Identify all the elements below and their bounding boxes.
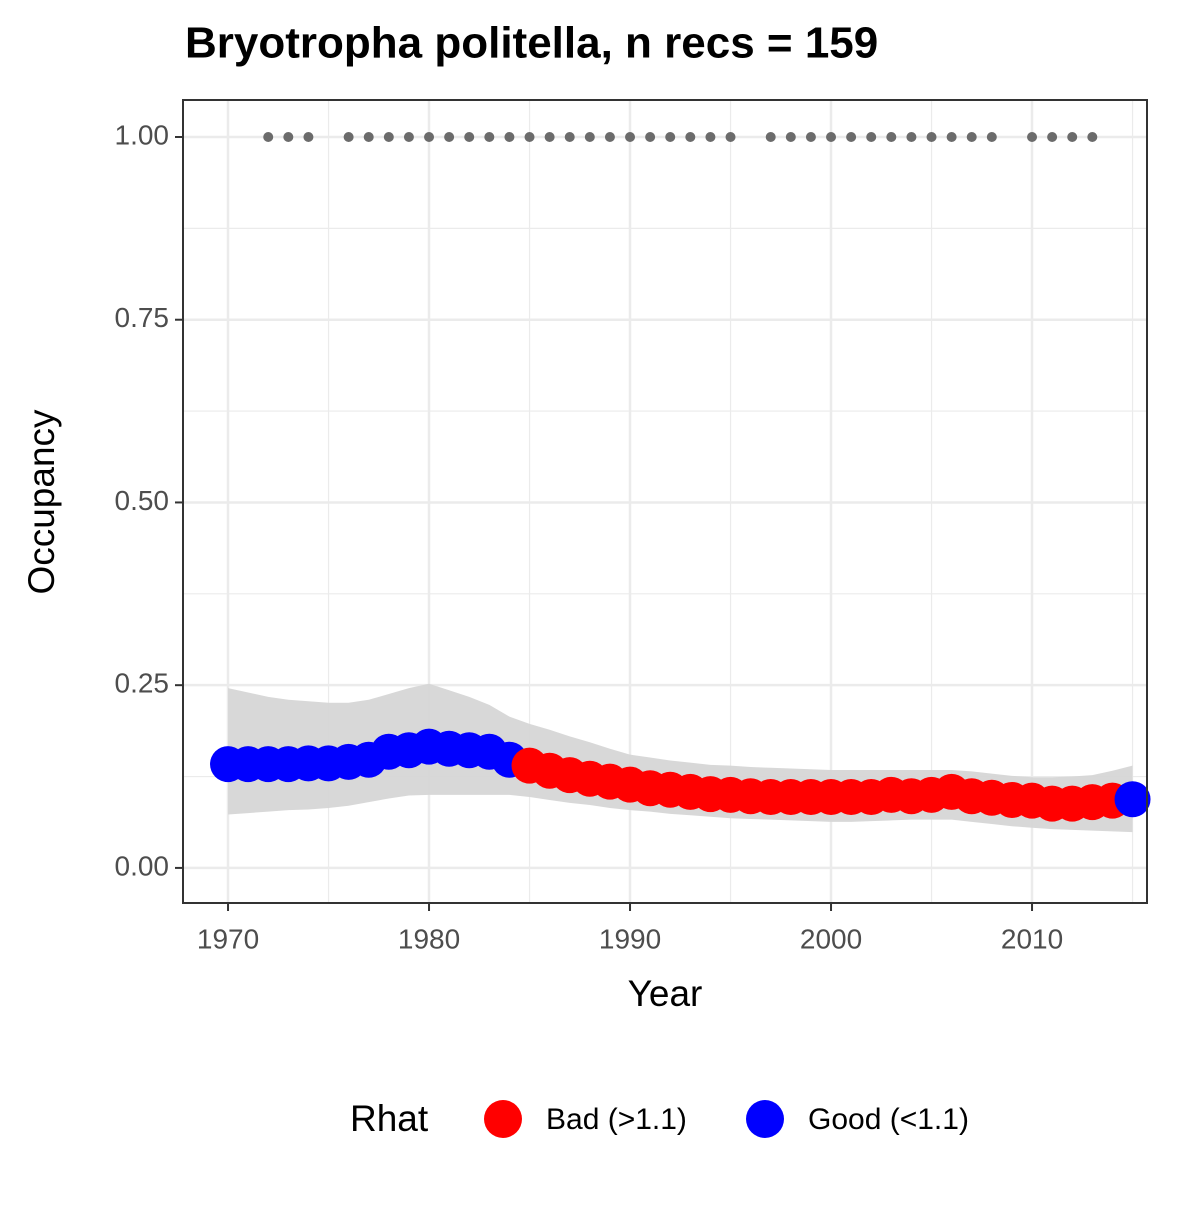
record-point (584, 131, 595, 142)
legend-label: Bad (>1.1) (546, 1103, 687, 1136)
record-point (986, 131, 997, 142)
y-axis-label: Occupancy (21, 409, 62, 595)
record-point (283, 131, 294, 142)
x-tick-label: 1970 (197, 923, 259, 954)
record-point (524, 131, 535, 142)
record-point (343, 131, 354, 142)
record-point (1027, 131, 1038, 142)
record-point (906, 131, 917, 142)
x-tick-label: 2000 (800, 923, 862, 954)
record-point (504, 131, 515, 142)
legend-label: Good (<1.1) (808, 1103, 969, 1136)
chart-title: Bryotropha politella, n recs = 159 (185, 19, 878, 68)
record-point (464, 131, 475, 142)
record-point (604, 131, 615, 142)
record-point (725, 131, 736, 142)
y-tick-label: 0.00 (115, 850, 170, 881)
record-point (1087, 131, 1098, 142)
legend-title: Rhat (350, 1098, 429, 1139)
record-point (1047, 131, 1058, 142)
record-point (846, 131, 857, 142)
panel-border (182, 99, 1148, 904)
record-point (685, 131, 696, 142)
record-point (946, 131, 957, 142)
record-point (263, 131, 274, 142)
x-tick-label: 2010 (1001, 923, 1063, 954)
record-point (544, 131, 555, 142)
record-point (785, 131, 796, 142)
y-tick-label: 0.75 (115, 302, 170, 333)
legend-swatch (746, 1100, 784, 1138)
record-point (966, 131, 977, 142)
record-point (826, 131, 837, 142)
record-point (625, 131, 636, 142)
record-point (424, 131, 435, 142)
x-tick-label: 1990 (599, 923, 661, 954)
record-point (805, 131, 816, 142)
record-point (484, 131, 495, 142)
record-point (403, 131, 414, 142)
record-point (303, 131, 314, 142)
record-point (765, 131, 776, 142)
record-point (1067, 131, 1078, 142)
record-point (886, 131, 897, 142)
x-tick-label: 1980 (398, 923, 460, 954)
record-point (564, 131, 575, 142)
record-point (866, 131, 877, 142)
record-point (363, 131, 374, 142)
y-tick-label: 0.50 (115, 485, 170, 516)
record-point (665, 131, 676, 142)
y-tick-label: 0.25 (115, 668, 170, 699)
legend-swatch (484, 1100, 522, 1138)
y-tick-label: 1.00 (115, 119, 170, 150)
occupancy-point (1114, 781, 1151, 818)
x-axis-label: Year (628, 973, 703, 1014)
record-point (444, 131, 455, 142)
record-point (705, 131, 716, 142)
record-point (383, 131, 394, 142)
record-point (926, 131, 937, 142)
record-point (645, 131, 656, 142)
